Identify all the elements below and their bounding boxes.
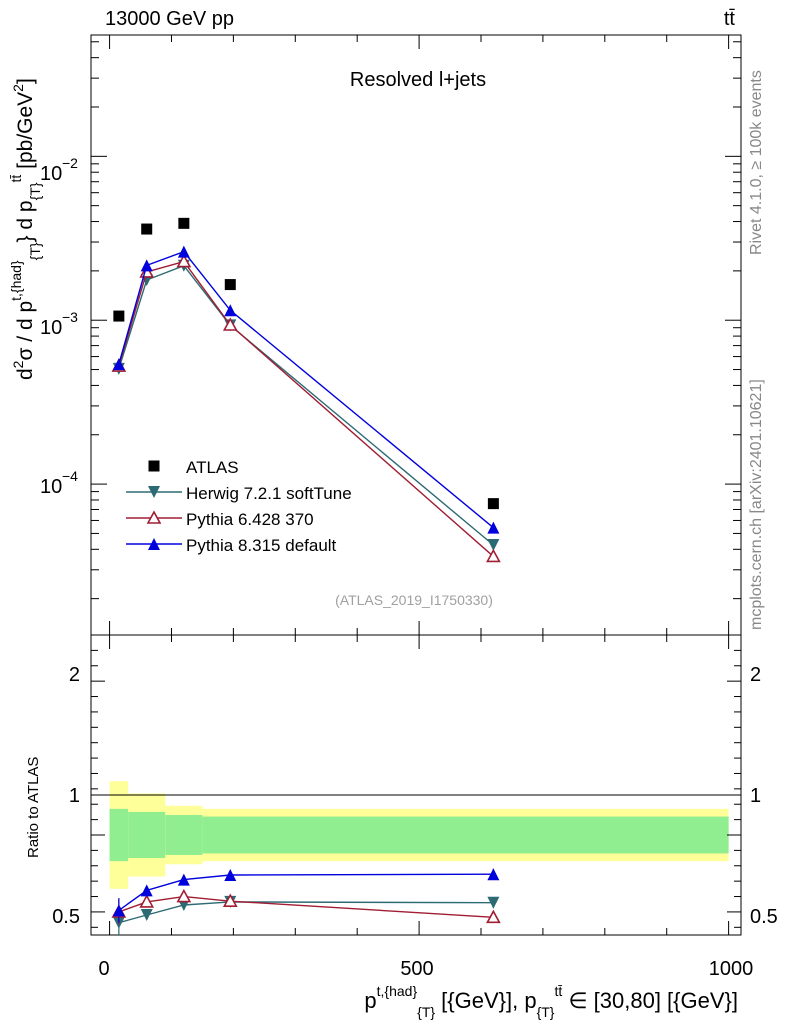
- ratio-line-1: [118, 901, 494, 924]
- data-point: [112, 358, 125, 371]
- ratio-point: [486, 909, 501, 924]
- ratio-point: [140, 909, 153, 921]
- data-point: [224, 279, 236, 291]
- legend-marker-0: [148, 460, 160, 472]
- ratio-point: [140, 884, 153, 897]
- uncertainty-bands: [109, 781, 729, 889]
- svg-text:10: 10: [40, 163, 62, 185]
- data-point: [140, 259, 153, 272]
- svg-text:10: 10: [40, 317, 62, 339]
- ratio-y-axis-label: Ratio to ATLAS: [25, 757, 42, 858]
- ratio-point: [224, 869, 237, 881]
- data-point: [487, 538, 500, 551]
- ratio-tick-right-2: 2: [750, 664, 761, 686]
- ratio-tick-left-0.5: 0.5: [52, 906, 80, 928]
- ratio-point: [139, 894, 155, 908]
- mcplots-label: mcplots.cern.ch [arXiv:2401.10621]: [748, 379, 765, 630]
- ratio-point: [112, 904, 125, 917]
- inner-band-bin-2: [165, 815, 203, 855]
- svg-text:10: 10: [40, 476, 62, 498]
- ratio-point: [176, 888, 192, 903]
- svg-text:−4: −4: [62, 468, 78, 484]
- y-axis-label: d2σ / d pt,{had}{T}} d p{T}tt̄ [pb/GeV2]: [8, 78, 43, 380]
- x-axis-label: pt,{had}{T} [{GeV}], p{T}tt̄ ∈ [30,80] […: [364, 983, 738, 1020]
- legend-label-3: Pythia 8.315 default: [186, 536, 337, 555]
- data-point: [222, 317, 238, 331]
- svg-text:−2: −2: [62, 155, 78, 171]
- analysis-label: (ATLAS_2019_I1750330): [335, 592, 493, 608]
- y-tick-label-1e-4: 10 −4: [40, 468, 78, 498]
- svg-text:−3: −3: [62, 309, 78, 325]
- series-line-1: [118, 264, 494, 546]
- data-point: [487, 498, 499, 510]
- ratio-plot-frame: [90, 634, 742, 936]
- inner-band-bin-0: [109, 808, 129, 862]
- ratio-tick-right-1: 1: [750, 785, 761, 807]
- ratio-line-3: [118, 873, 494, 911]
- rivet-label: Rivet 4.1.0, ≥ 100k events: [748, 70, 765, 255]
- header-right: tt̄: [724, 8, 736, 30]
- legend-label-2: Pythia 6.428 370: [186, 510, 314, 529]
- ratio-point: [487, 868, 500, 881]
- legend-label-0: ATLAS: [186, 458, 239, 477]
- y-tick-label-1e-2: 10 −2: [40, 155, 78, 185]
- inner-band-bin-3: [202, 816, 729, 854]
- ratio-point: [177, 873, 190, 886]
- data-point: [113, 310, 125, 322]
- ratio-point: [222, 893, 238, 907]
- axis-ticks: [91, 35, 741, 935]
- data-series: [111, 217, 501, 935]
- chart-title: Resolved l+jets: [350, 69, 486, 91]
- inner-band-bin-1: [128, 811, 166, 859]
- x-tick-0: 0: [98, 958, 109, 980]
- legend-marker-1: [148, 486, 160, 498]
- legend-label-1: Herwig 7.2.1 softTune: [186, 484, 352, 503]
- ratio-tick-left-2: 2: [69, 664, 80, 686]
- legend-marker-3: [148, 538, 160, 550]
- ratio-tick-left-1: 1: [69, 785, 80, 807]
- legend-marker-2: [146, 510, 162, 524]
- data-point: [224, 304, 237, 317]
- data-point: [177, 245, 190, 258]
- data-point: [487, 521, 500, 534]
- x-tick-1000: 1000: [709, 958, 754, 980]
- data-point: [176, 253, 192, 268]
- ratio-point: [487, 896, 500, 909]
- y-tick-label-1e-3: 10 −3: [40, 309, 78, 339]
- legend: ATLAS Herwig 7.2.1 softTune Pythia 6.428 3…: [126, 458, 352, 555]
- data-point: [178, 217, 190, 229]
- data-point: [141, 223, 153, 235]
- header-left: 13000 GeV pp: [105, 8, 234, 30]
- ratio-tick-right-0.5: 0.5: [750, 906, 778, 928]
- x-tick-500: 500: [400, 958, 433, 980]
- data-point: [486, 548, 501, 563]
